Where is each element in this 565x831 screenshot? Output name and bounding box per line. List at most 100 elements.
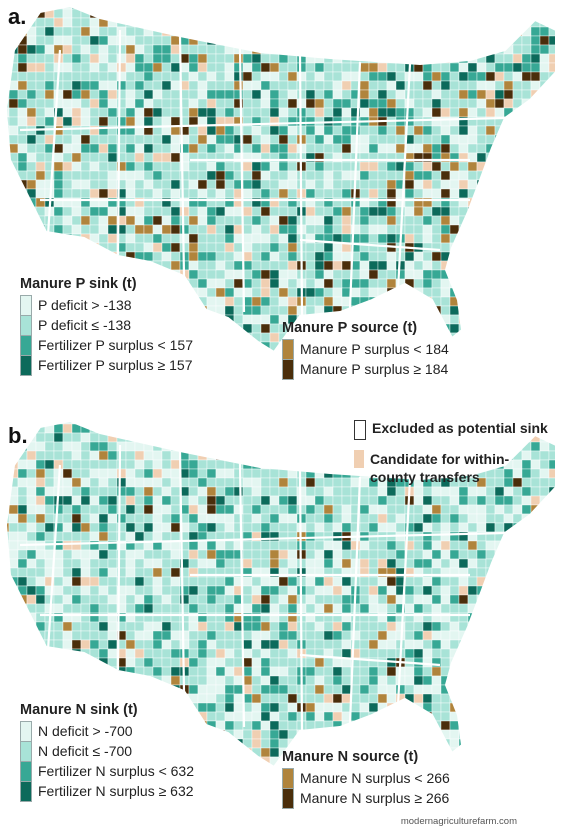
county-cell (539, 738, 550, 749)
county-cell (332, 702, 343, 713)
county-cell (170, 468, 181, 479)
county-cell (386, 729, 397, 740)
county-cell (224, 296, 235, 307)
county-cell (206, 170, 217, 181)
county-cell (359, 576, 370, 587)
county-cell (107, 567, 118, 578)
county-cell (170, 567, 181, 578)
county-cell (224, 522, 235, 533)
county-cell (71, 80, 82, 91)
county-cell (404, 98, 415, 109)
county-cell (323, 684, 334, 695)
county-cell (233, 423, 244, 434)
county-cell (197, 8, 208, 19)
county-cell (80, 170, 91, 181)
county-cell (206, 639, 217, 650)
county-cell (548, 161, 556, 172)
county-cell (413, 53, 424, 64)
county-cell (170, 98, 181, 109)
county-cell (476, 603, 487, 614)
county-cell (161, 89, 172, 100)
county-cell (368, 98, 379, 109)
county-cell (476, 621, 487, 632)
county-cell (305, 44, 316, 55)
county-cell (548, 80, 556, 91)
county-cell (143, 206, 154, 217)
county-cell (548, 152, 556, 163)
county-cell (476, 269, 487, 280)
county-cell (431, 675, 442, 686)
county-cell (359, 53, 370, 64)
county-cell (125, 170, 136, 181)
county-cell (134, 513, 145, 524)
county-cell (287, 675, 298, 686)
county-cell (206, 161, 217, 172)
county-cell (521, 8, 532, 19)
county-cell (152, 648, 163, 659)
county-cell (224, 323, 235, 334)
county-cell (62, 152, 73, 163)
county-cell (188, 17, 199, 28)
county-cell (71, 143, 82, 154)
county-cell (206, 62, 217, 73)
county-cell (539, 125, 550, 136)
county-cell (404, 6, 415, 10)
county-cell (224, 71, 235, 82)
county-cell (422, 260, 433, 271)
county-cell (44, 71, 55, 82)
county-cell (558, 460, 565, 469)
county-cell (260, 432, 271, 443)
county-cell (386, 630, 397, 641)
county-cell (305, 62, 316, 73)
county-cell (170, 206, 181, 217)
county-cell (368, 233, 379, 244)
county-cell (521, 116, 532, 127)
county-cell (386, 179, 397, 190)
county-cell (323, 242, 334, 253)
county-cell (539, 233, 550, 244)
county-cell (548, 98, 556, 109)
county-cell (323, 477, 334, 488)
county-cell (359, 44, 370, 55)
county-cell (332, 44, 343, 55)
county-cell (359, 666, 370, 677)
county-cell (521, 576, 532, 587)
county-cell (233, 702, 244, 713)
county-cell (413, 6, 424, 10)
county-cell (62, 585, 73, 596)
county-cell (206, 459, 217, 470)
county-cell (206, 215, 217, 226)
county-cell (512, 197, 523, 208)
county-cell (62, 53, 73, 64)
county-cell (152, 35, 163, 46)
county-cell (278, 233, 289, 244)
county-cell (17, 116, 28, 127)
county-cell (287, 621, 298, 632)
county-cell (269, 504, 280, 515)
county-cell (107, 89, 118, 100)
county-cell (440, 513, 451, 524)
county-cell (161, 423, 172, 434)
county-cell (206, 432, 217, 443)
county-cell (558, 451, 565, 460)
county-cell (431, 161, 442, 172)
county-cell (170, 89, 181, 100)
county-cell (350, 134, 361, 145)
county-cell (386, 17, 397, 28)
county-cell (422, 486, 433, 497)
county-cell (152, 98, 163, 109)
county-cell (62, 621, 73, 632)
county-cell (314, 287, 325, 298)
county-cell (503, 630, 514, 641)
county-cell (503, 495, 514, 506)
county-cell (440, 621, 451, 632)
county-cell (35, 459, 46, 470)
county-cell (269, 702, 280, 713)
county-cell (242, 53, 253, 64)
county-cell (269, 161, 280, 172)
county-cell (395, 513, 406, 524)
county-cell (359, 107, 370, 118)
county-cell (62, 486, 73, 497)
county-cell (152, 468, 163, 479)
county-cell (512, 540, 523, 551)
